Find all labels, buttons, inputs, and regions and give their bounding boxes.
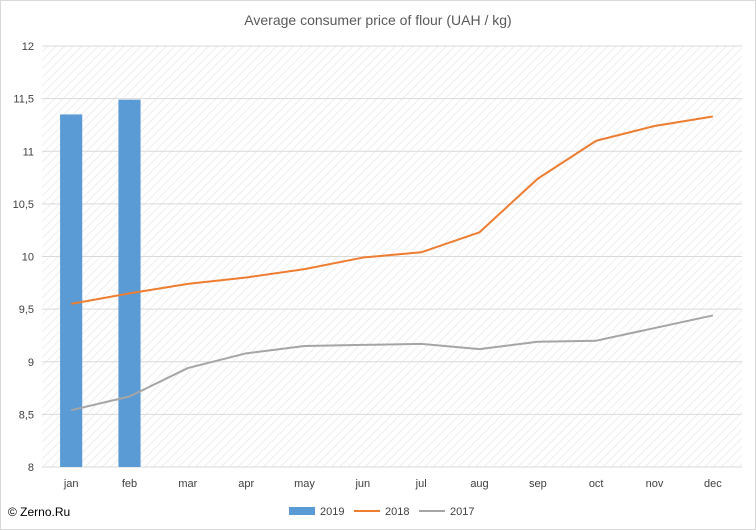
bars-2019 [60,99,141,468]
y-tick-label: 9,5 [19,304,34,316]
y-tick-label: 9 [28,357,34,369]
bar-2019-feb [118,99,141,468]
line-2017 [70,314,714,412]
legend-item-2017: 2017 [419,506,474,518]
x-axis-ticks: jan feb mar apr may jun jul aug sep oct nov dec [63,478,722,490]
legend-label-2018: 2018 [385,506,409,518]
chart-title: Average consumer price of flour (UAH / k… [244,12,511,28]
x-tick-label: apr [238,478,254,490]
lines [70,115,714,412]
line-2018 [70,115,713,305]
y-tick-label: 8,5 [19,409,34,421]
y-tick-label: 8 [28,462,34,474]
legend: 2019 2018 2017 [289,506,474,518]
bar-2019-jan [60,114,83,467]
x-tick-label: sep [529,478,547,490]
y-tick-label: 10 [22,252,34,264]
x-tick-label: feb [122,478,137,490]
legend-swatch-2019 [289,507,315,515]
legend-label-2019: 2019 [320,506,344,518]
gridlines [42,45,742,468]
x-tick-label: nov [646,478,664,490]
x-tick-label: dec [704,478,722,490]
x-tick-label: oct [589,478,604,490]
x-tick-label: mar [178,478,197,490]
y-axis-ticks: 8 8,5 9 9,5 10 10,5 11 11,5 12 [13,41,34,474]
y-tick-label: 11,5 [13,94,34,106]
x-tick-label: jun [354,478,370,490]
legend-label-2017: 2017 [450,506,474,518]
x-tick-label: may [294,478,315,490]
y-tick-label: 12 [22,41,34,53]
x-tick-label: jul [415,478,427,490]
legend-item-2019: 2019 [289,506,344,518]
y-tick-label: 11 [23,146,34,158]
y-tick-label: 10,5 [13,199,34,211]
x-tick-label: aug [470,478,488,490]
legend-item-2018: 2018 [354,506,409,518]
credit-text: © Zerno.Ru [8,505,71,519]
x-tick-label: jan [63,478,79,490]
